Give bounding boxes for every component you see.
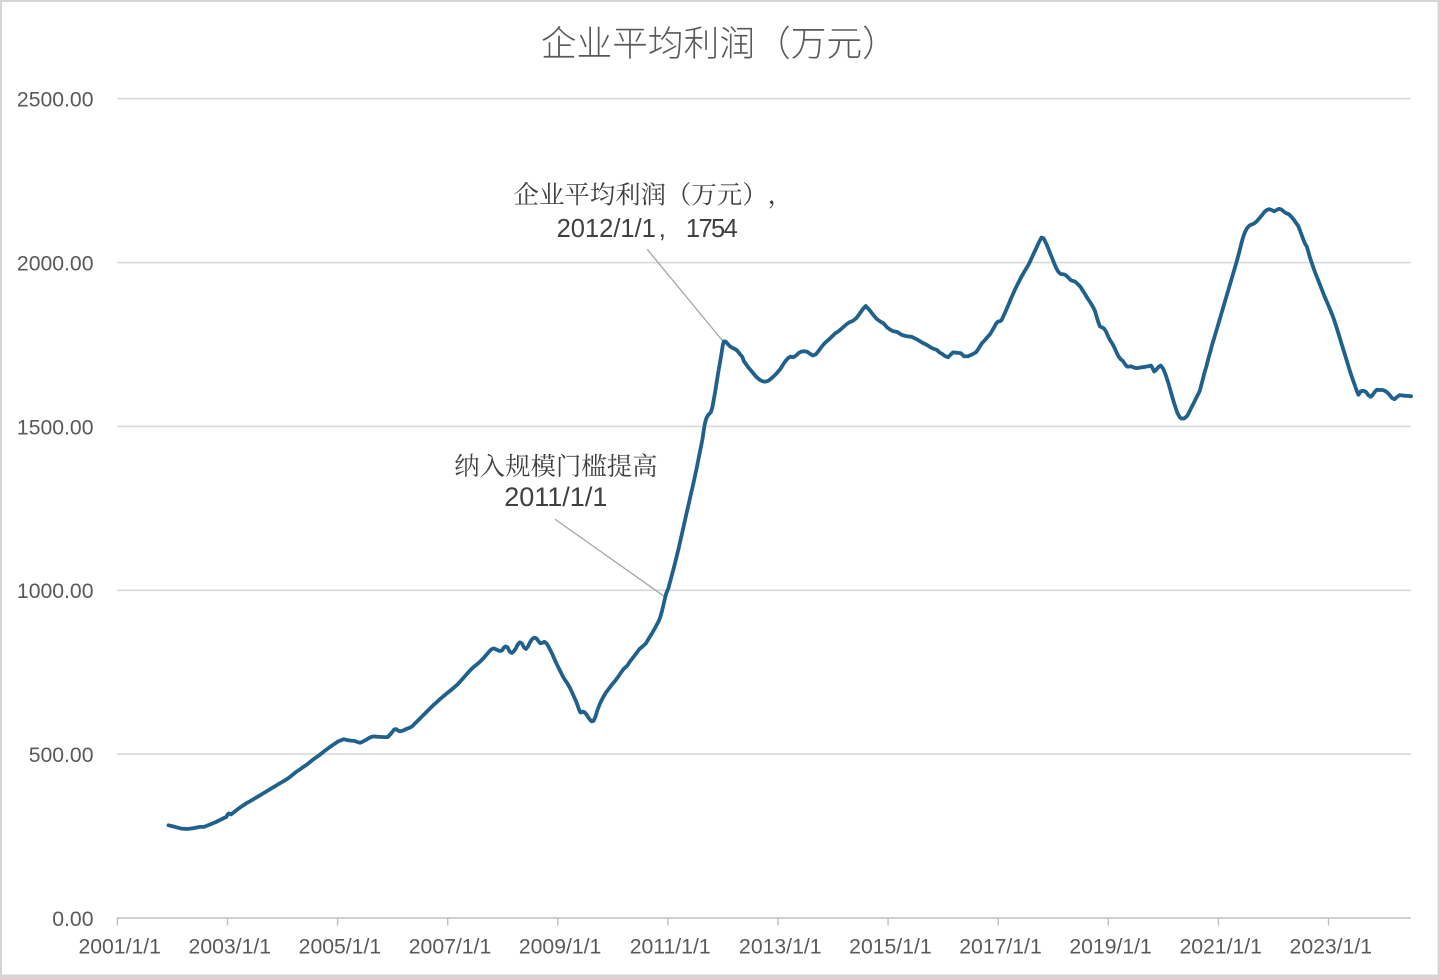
svg-text:2009/1/1: 2009/1/1 [519, 935, 601, 958]
svg-text:2011/1/1: 2011/1/1 [630, 935, 711, 958]
svg-text:2023/1/1: 2023/1/1 [1290, 935, 1372, 958]
svg-text:,: , [659, 215, 666, 243]
svg-text:2001/1/1: 2001/1/1 [78, 935, 160, 958]
svg-text:2003/1/1: 2003/1/1 [189, 935, 271, 958]
svg-text:2000.00: 2000.00 [17, 253, 94, 276]
svg-text:0.00: 0.00 [52, 908, 93, 931]
svg-text:1500.00: 1500.00 [17, 416, 94, 439]
svg-text:2015/1/1: 2015/1/1 [849, 935, 931, 958]
svg-text:2017/1/1: 2017/1/1 [959, 935, 1041, 958]
svg-text:1754: 1754 [686, 215, 738, 243]
svg-text:2005/1/1: 2005/1/1 [299, 935, 381, 958]
svg-text:500.00: 500.00 [29, 744, 94, 767]
svg-text:2013/1/1: 2013/1/1 [739, 935, 821, 958]
svg-text:2012/1/1: 2012/1/1 [557, 215, 656, 243]
svg-text:2500.00: 2500.00 [17, 89, 94, 112]
svg-text:2007/1/1: 2007/1/1 [409, 935, 491, 958]
svg-text:2021/1/1: 2021/1/1 [1179, 935, 1261, 958]
svg-text:2011/1/1: 2011/1/1 [504, 482, 607, 512]
svg-text:1000.00: 1000.00 [17, 580, 94, 603]
svg-text:2019/1/1: 2019/1/1 [1069, 935, 1151, 958]
